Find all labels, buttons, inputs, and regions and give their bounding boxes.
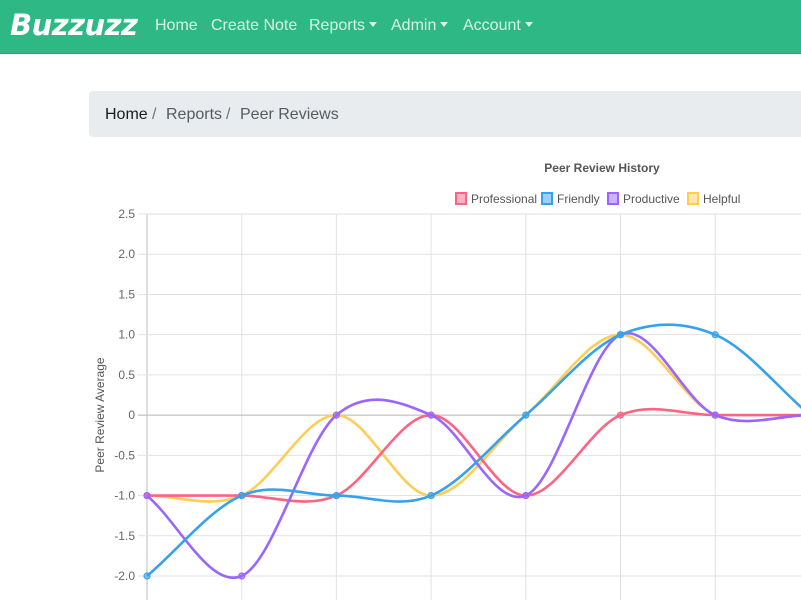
nav-admin-dropdown[interactable]: Admin	[391, 17, 449, 35]
legend-item[interactable]: Helpful	[687, 192, 740, 206]
series-line	[146, 407, 801, 503]
y-tick-label: 2.5	[118, 207, 135, 221]
chart-legend: Professional Friendly Productive Helpful	[455, 192, 740, 206]
data-point[interactable]	[332, 491, 340, 500]
data-point[interactable]	[711, 411, 719, 419]
legend-swatch	[687, 192, 699, 205]
legend-swatch	[541, 192, 553, 205]
peer-review-chart: Peer Review History Professional Friendly…	[93, 161, 801, 600]
series-line	[146, 333, 801, 503]
data-point[interactable]	[427, 491, 435, 500]
legend-swatch	[455, 192, 467, 205]
data-point[interactable]	[522, 411, 530, 419]
y-tick-label: -0.5	[114, 448, 135, 462]
y-tick-label: 0.5	[118, 368, 135, 382]
data-point[interactable]	[238, 491, 246, 500]
data-point[interactable]	[522, 491, 530, 500]
chart-title: Peer Review History	[544, 161, 660, 175]
y-tick-label: 1.0	[118, 328, 135, 342]
nav-account-label: Account	[463, 17, 521, 34]
data-point[interactable]	[238, 572, 246, 580]
y-tick-label: -1.0	[114, 489, 135, 503]
legend-item[interactable]: Friendly	[541, 192, 600, 206]
legend-label: Productive	[623, 192, 680, 206]
nav-create-note[interactable]: Create Note	[211, 17, 297, 35]
legend-label: Helpful	[703, 192, 740, 206]
data-point[interactable]	[711, 331, 719, 339]
breadcrumb-current: Peer Reviews	[240, 106, 339, 123]
series-line	[146, 323, 801, 577]
legend-item[interactable]: Productive	[607, 192, 680, 206]
navbar: Buzzuzz Home Create Note Reports Admin A…	[0, 0, 801, 54]
breadcrumb-reports[interactable]: Reports	[166, 106, 223, 123]
nav-reports-label: Reports	[309, 17, 366, 34]
legend-item[interactable]: Professional	[455, 192, 537, 206]
breadcrumb: Home / Reports / Peer Reviews	[89, 91, 801, 137]
y-axis-ticks: 2.5 2.0 1.5 1.0 0.5 0 -0.5 -1.0 -1.5 -2.0	[114, 207, 135, 583]
chevron-down-icon	[440, 22, 449, 27]
nav-home-label: Home	[155, 17, 198, 34]
series-helpful	[143, 331, 801, 503]
y-tick-label: -2.0	[114, 569, 135, 583]
legend-label: Friendly	[557, 192, 600, 206]
breadcrumb-separator: /	[152, 106, 157, 123]
legend-swatch	[607, 192, 619, 205]
data-point[interactable]	[616, 411, 625, 419]
data-point[interactable]	[143, 572, 151, 580]
series-line	[146, 331, 801, 580]
data-point[interactable]	[616, 331, 625, 339]
chevron-down-icon	[369, 22, 378, 27]
nav-account-dropdown[interactable]: Account	[463, 17, 533, 35]
nav-admin-label: Admin	[391, 17, 437, 34]
data-point[interactable]	[332, 411, 340, 419]
chart-series	[143, 323, 801, 580]
y-tick-label: -1.5	[114, 529, 135, 543]
breadcrumb-home[interactable]: Home	[105, 106, 148, 123]
legend-label: Professional	[471, 192, 537, 206]
y-tick-label: 1.5	[118, 287, 135, 301]
nav-home[interactable]: Home	[155, 17, 198, 35]
nav-create-note-label: Create Note	[211, 17, 298, 34]
brand-logo[interactable]: Buzzuzz	[10, 8, 138, 42]
series-friendly	[143, 323, 801, 580]
y-tick-label: 0	[128, 408, 135, 422]
nav-reports-dropdown[interactable]: Reports	[309, 17, 378, 35]
y-tick-label: 2.0	[118, 247, 135, 261]
chevron-down-icon	[524, 22, 533, 27]
data-point[interactable]	[143, 491, 151, 500]
data-point[interactable]	[427, 411, 435, 419]
y-axis-title: Peer Review Average	[93, 357, 107, 473]
breadcrumb-separator: /	[226, 106, 231, 123]
